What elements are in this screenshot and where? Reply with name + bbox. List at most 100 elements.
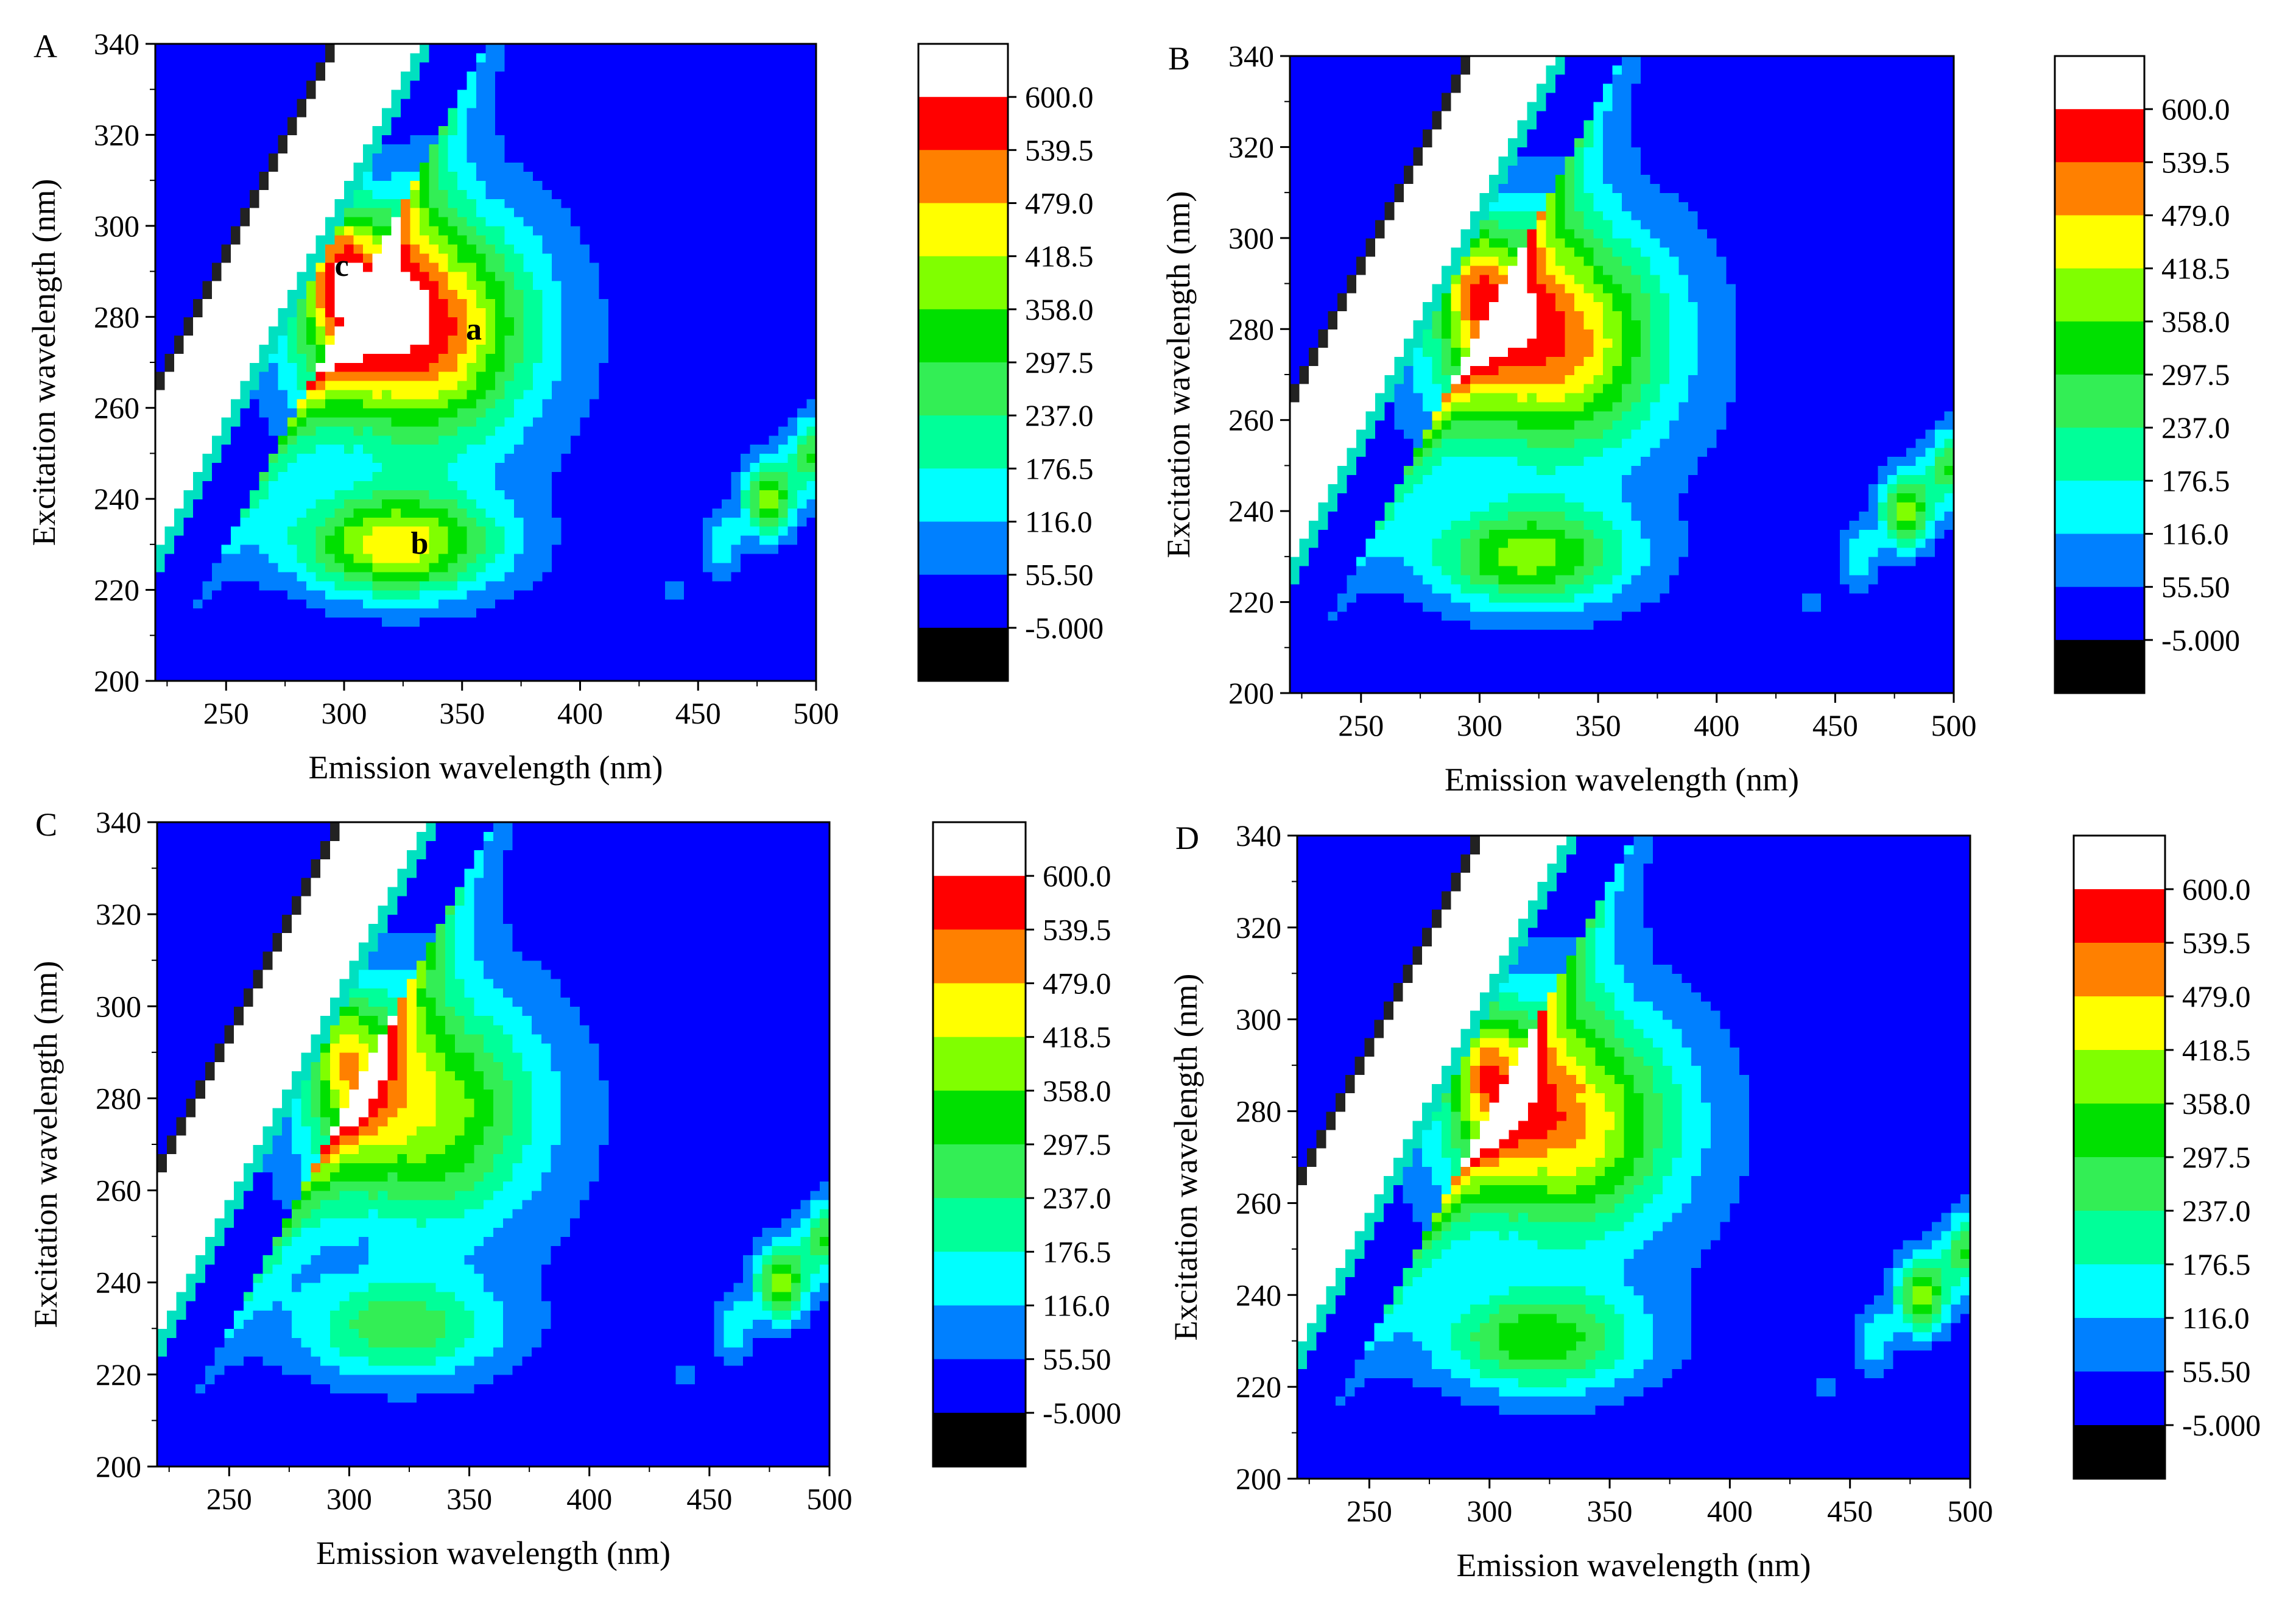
colorbar-level-label: 176.5 [1043,1234,1111,1269]
y-tick-label: 240 [1228,494,1274,528]
colorbar-level-label: 176.5 [2182,1247,2251,1281]
y-tick-label: 340 [94,27,139,61]
colorbar-swatch [2074,1157,2165,1211]
x-axis-label: Emission wavelength (nm) [1457,1547,1811,1583]
x-tick-label: 250 [1338,708,1384,742]
y-tick-label: 340 [1236,819,1281,853]
colorbar: 600.0 539.5 479.0 418.5 358.0 297.5 237.0 176.5… [2054,55,2240,694]
colorbar-swatch [2074,1372,2165,1426]
panel-label: A [33,28,57,65]
x-tick-label: 500 [1931,708,1977,742]
panel-label: D [1175,820,1199,856]
colorbar-swatch [918,203,1008,257]
y-tick-label: 200 [1236,1462,1281,1496]
colorbar-swatch [918,44,1008,97]
colorbar-level-label: 600.0 [1043,859,1111,893]
contour-map [157,822,830,1467]
y-tick-label: 300 [1228,221,1274,255]
x-tick-label: 500 [1948,1494,1993,1528]
contour-map [1297,836,1971,1479]
x-tick-label: 450 [675,696,721,730]
colorbar-swatch [2055,375,2144,428]
colorbar-level-label: 418.5 [2161,252,2230,286]
colorbar-swatch [2074,996,2165,1051]
y-tick-label: 300 [1236,1002,1281,1037]
y-tick-label: 200 [96,1449,141,1484]
colorbar-level-label: 539.5 [2161,145,2230,179]
colorbar-level-label: 418.5 [2182,1033,2251,1067]
y-tick-label: 280 [96,1081,141,1115]
x-tick-label: 300 [1467,1494,1512,1528]
x-tick-label: 500 [807,1482,853,1516]
y-tick-label: 300 [94,209,139,243]
y-tick-label: 260 [1228,403,1274,437]
y-tick-label: 280 [94,300,139,334]
x-tick-label: 350 [1587,1494,1633,1528]
panel-A: 250 300 350 400 450 500 200 220 240 260 280 300 320 3… [26,27,1104,786]
x-tick-label: 450 [686,1482,732,1516]
colorbar-level-label: 479.0 [1043,967,1111,1001]
colorbar-swatch [2074,1050,2165,1104]
x-tick-label: 300 [1457,708,1502,742]
colorbar-swatch [2074,1104,2165,1158]
colorbar-swatch [933,876,1026,930]
colorbar-level-label: 55.50 [2182,1354,2251,1389]
x-tick-label: 400 [1707,1494,1753,1528]
peak-label: c [335,248,349,283]
colorbar-level-label: 600.0 [2182,872,2251,906]
colorbar-level-label: 297.5 [1025,345,1094,379]
colorbar-swatch [2074,943,2165,997]
y-tick-label: 320 [1236,910,1281,945]
colorbar-level-label: 116.0 [1025,505,1093,539]
colorbar-swatch [2055,428,2144,481]
colorbar-swatch [933,1252,1026,1306]
x-tick-label: 250 [203,696,249,730]
colorbar-swatch [933,1144,1026,1199]
colorbar-swatch [2074,889,2165,943]
colorbar-swatch [2074,836,2165,890]
colorbar-level-label: -5.000 [1025,611,1104,645]
colorbar-swatch [2055,534,2144,588]
y-tick-label: 260 [94,391,139,425]
x-tick-label: 350 [439,696,485,730]
x-tick-label: 400 [1694,708,1739,742]
colorbar-swatch [2055,481,2144,535]
panel-label: B [1168,40,1190,77]
colorbar-level-label: 176.5 [1025,451,1094,485]
colorbar-swatch [2055,321,2144,375]
colorbar-level-label: 237.0 [2161,410,2230,445]
colorbar-level-label: 297.5 [2182,1140,2251,1174]
colorbar-level-label: 116.0 [1043,1289,1110,1323]
colorbar-swatch [933,1037,1026,1091]
colorbar-swatch [933,1305,1026,1360]
colorbar-swatch [918,574,1008,629]
y-tick-label: 220 [1228,585,1274,619]
colorbar-level-label: 55.50 [2161,570,2230,604]
colorbar-swatch [918,415,1008,469]
colorbar-level-label: 600.0 [2161,92,2230,126]
colorbar-level-label: -5.000 [1043,1396,1121,1430]
colorbar-swatch [918,362,1008,416]
colorbar-swatch [933,822,1026,876]
contour-map [1290,56,1954,694]
colorbar-level-label: 418.5 [1025,239,1094,273]
colorbar-swatch [933,1090,1026,1145]
colorbar-swatch [918,627,1008,681]
y-tick-label: 220 [94,573,139,607]
x-tick-label: 300 [326,1482,372,1516]
y-tick-label: 340 [1228,39,1274,73]
colorbar-level-label: -5.000 [2161,623,2240,657]
colorbar-swatch [933,983,1026,1038]
y-tick-label: 260 [96,1174,141,1208]
colorbar-swatch [933,1412,1026,1467]
colorbar-level-label: 297.5 [2161,357,2230,392]
y-tick-label: 240 [1236,1278,1281,1312]
x-tick-label: 400 [557,696,603,730]
colorbar-swatch [918,256,1008,310]
colorbar-swatch [918,521,1008,576]
colorbar-swatch [2055,586,2144,641]
colorbar-level-label: 539.5 [1025,133,1094,167]
x-axis-label: Emission wavelength (nm) [1445,761,1799,798]
colorbar-level-label: 358.0 [1025,292,1094,326]
